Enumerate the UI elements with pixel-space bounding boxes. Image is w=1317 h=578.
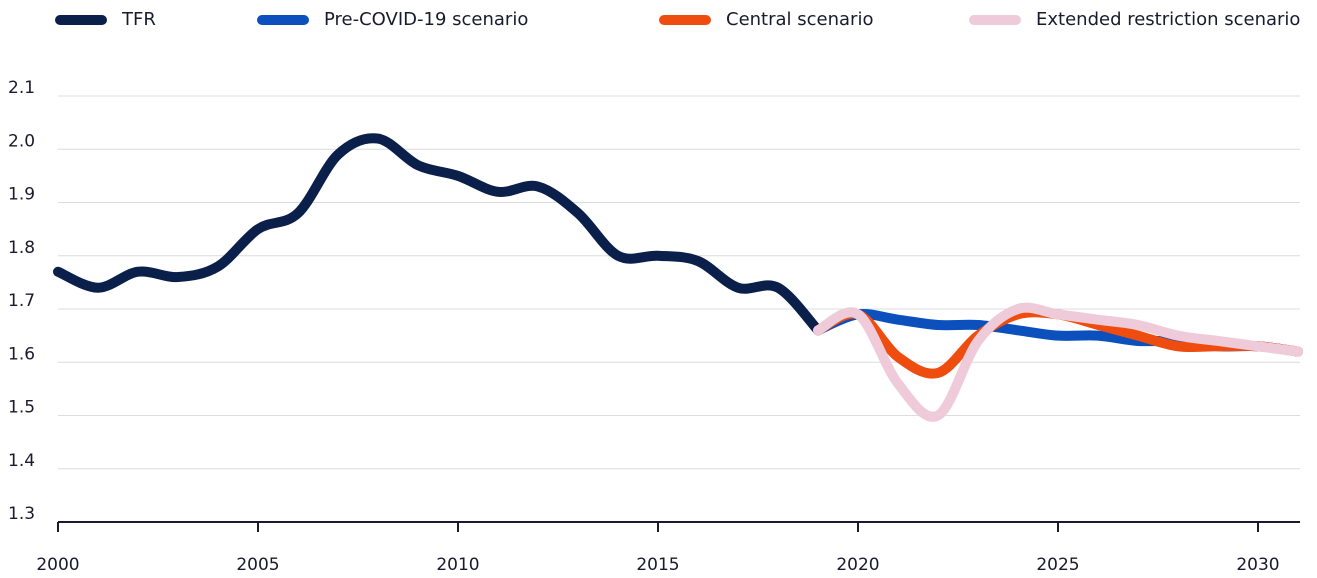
series-line (813, 302, 1303, 422)
y-tick-label: 1.4 (8, 451, 35, 471)
legend-label: Pre-COVID-19 scenario (324, 9, 528, 30)
y-tick-label: 1.5 (8, 398, 35, 418)
x-tick-label: 2025 (1036, 555, 1079, 575)
x-tick-label: 2030 (1236, 555, 1279, 575)
legend-label: TFR (121, 9, 156, 30)
x-tick-label: 2000 (36, 555, 79, 575)
x-tick-label: 2010 (436, 555, 479, 575)
legend-label: Central scenario (726, 9, 873, 30)
legend-label: Extended restriction scenario (1036, 9, 1300, 30)
y-tick-label: 1.6 (8, 344, 35, 364)
x-tick-label: 2020 (836, 555, 879, 575)
y-tick-label: 1.8 (8, 238, 35, 258)
y-tick-label: 1.7 (8, 291, 35, 311)
legend: TFR Pre-COVID-19 scenario Central scenario… (55, 9, 1300, 30)
x-tick-label: 2005 (236, 555, 279, 575)
x-tick-label: 2015 (636, 555, 679, 575)
series-line (53, 133, 823, 336)
y-tick-label: 2.1 (8, 78, 35, 98)
y-tick-label: 1.3 (8, 504, 35, 524)
y-tick-label: 2.0 (8, 131, 35, 151)
y-tick-label: 1.9 (8, 185, 35, 205)
